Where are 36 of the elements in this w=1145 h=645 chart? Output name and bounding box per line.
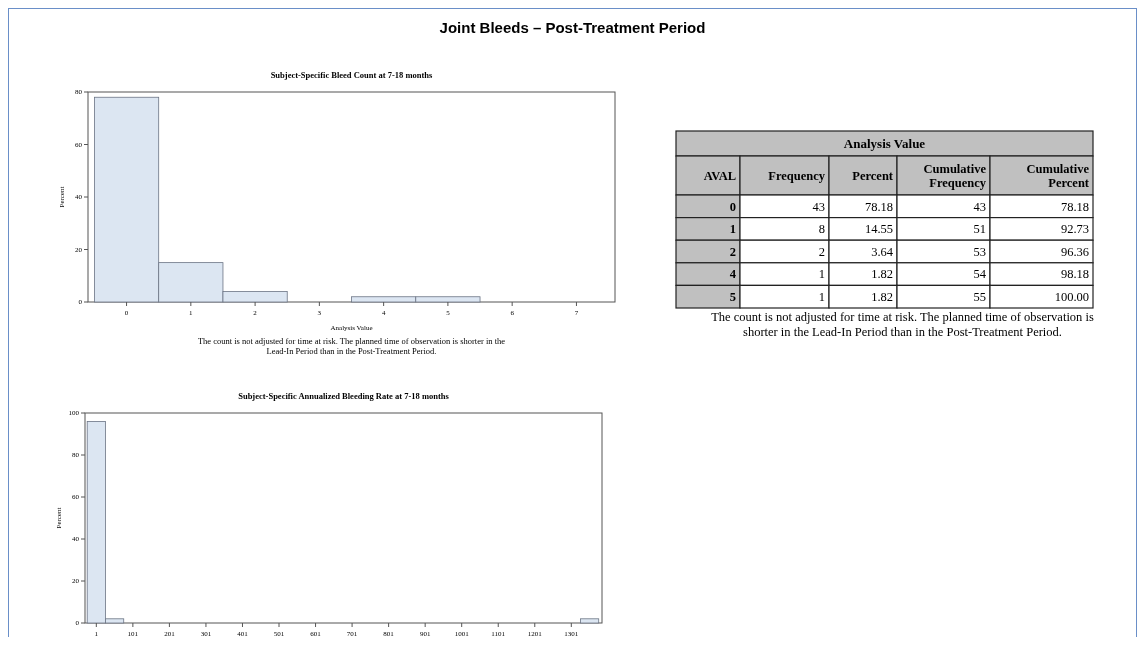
category-label: AVAL [703, 168, 736, 183]
text: 4 [729, 267, 736, 282]
text: 1 [818, 290, 825, 305]
text: 2 [729, 244, 736, 259]
text: 51 [973, 222, 986, 237]
category-label: Frequency [768, 168, 826, 183]
text: 0 [729, 199, 736, 214]
text: 55 [973, 290, 986, 305]
text: 53 [973, 244, 986, 259]
text: 98.18 [1060, 267, 1089, 282]
text: 14.55 [864, 222, 893, 237]
text: 92.73 [1060, 222, 1089, 237]
text: 1.82 [871, 290, 893, 305]
chart-title: Subject-Specific Annualized Bleeding Rate at 7-18 months [238, 391, 450, 401]
category-label: Cumulative Frequency [923, 161, 987, 190]
text: 54 [973, 267, 986, 282]
text: 100.00 [1054, 290, 1089, 305]
text: 1 [818, 267, 825, 282]
text: 8 [818, 222, 825, 237]
chart-title: Subject-Specific Bleed Count at 7-18 months [270, 70, 434, 80]
text: 1.82 [871, 267, 893, 282]
text: 43 [973, 199, 986, 214]
text: The count is not adjusted for time at risk. The planned time of observation is shorter in the Lead-In Period than in the Post-Treatment Period. [711, 310, 1094, 339]
category-label: Percent [852, 168, 894, 183]
text: Joint Bleeds – Post-Treatment Period [439, 19, 706, 36]
category-label: Cumulative Percent [1026, 161, 1090, 190]
text: 96.36 [1060, 244, 1089, 259]
text: 2 [818, 244, 825, 259]
text: 43 [812, 199, 825, 214]
text: The count is not adjusted for time at risk. The planned time of observation is shorter in the Lead-In Period than in the Post-Treatment Period. [197, 336, 506, 356]
text: 1 [729, 222, 736, 237]
text: 78.18 [864, 199, 893, 214]
text: 78.18 [1060, 199, 1089, 214]
text: Analysis Value [843, 136, 926, 152]
text: 3.64 [871, 244, 893, 259]
text: 5 [729, 290, 736, 305]
